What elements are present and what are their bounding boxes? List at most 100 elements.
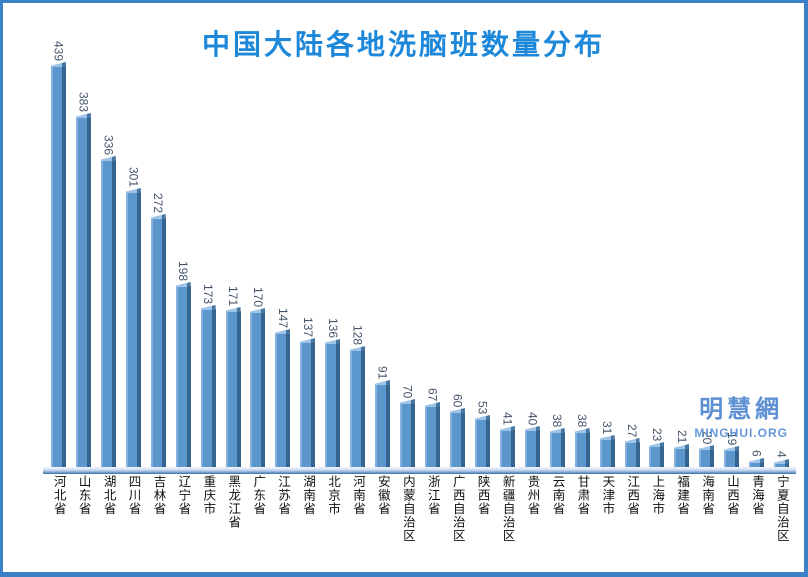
category-column: 广东省 [246, 475, 271, 516]
bar [300, 338, 316, 467]
category-label: 上海市 [650, 475, 665, 516]
category-label: 内蒙自治区 [400, 475, 415, 543]
bar-column: 6 [744, 31, 769, 467]
category-label: 浙江省 [425, 475, 440, 516]
bar-column: 40 [520, 31, 545, 467]
category-label: 湖南省 [301, 475, 316, 516]
bar [250, 308, 266, 467]
bar-column: 4 [769, 31, 794, 467]
bar [524, 426, 540, 467]
minghui-logo-cjk-text: 明慧網 [699, 396, 784, 423]
category-label: 广西自治区 [450, 475, 465, 543]
bar-column: 38 [545, 31, 570, 467]
bar-top-bevel [75, 113, 91, 118]
bar [474, 415, 490, 467]
bar-top-bevel [250, 308, 266, 313]
category-column: 北京市 [320, 475, 345, 516]
bar-value-label: 53 [475, 400, 490, 414]
bar-column: 147 [270, 31, 295, 467]
bar [774, 459, 790, 467]
bar [425, 402, 441, 467]
bar-value-label: 136 [325, 317, 340, 338]
bar-column: 60 [445, 31, 470, 467]
category-label: 贵州省 [525, 475, 540, 516]
bar-value-label: 67 [425, 387, 440, 401]
category-column: 吉林省 [146, 475, 171, 516]
category-column: 天津市 [595, 475, 620, 516]
bar [599, 435, 615, 467]
bar-value-label: 27 [625, 423, 640, 437]
bar-top-bevel [674, 444, 690, 449]
bar-value-label: 301 [126, 166, 141, 187]
category-label: 黑龙江省 [226, 475, 241, 529]
category-label: 江苏省 [276, 475, 291, 516]
bar-column: 171 [221, 31, 246, 467]
category-column: 上海市 [645, 475, 670, 516]
category-label: 安徽省 [375, 475, 390, 516]
bar-column: 27 [620, 31, 645, 467]
category-label: 广东省 [251, 475, 266, 516]
bar [125, 188, 141, 467]
bar-value-label: 21 [674, 429, 689, 443]
bar-value-label: 40 [525, 411, 540, 425]
bar-top-bevel [449, 408, 465, 413]
category-column: 新疆自治区 [495, 475, 520, 543]
bar-top-bevel [325, 339, 341, 344]
category-column: 贵州省 [520, 475, 545, 516]
bar-column: 383 [71, 31, 96, 467]
bar-top-bevel [624, 438, 640, 443]
bar-value-label: 91 [375, 365, 390, 379]
category-axis: 河北省 山东省 湖北省 四川省 吉林省 辽宁省 重庆市 黑龙江省 广东省 江苏省 湖南省 北京市 河南省… [46, 475, 794, 543]
bar-column: 21 [669, 31, 694, 467]
bar [400, 399, 416, 467]
bar-top-bevel [225, 307, 241, 312]
bar-top-bevel [524, 426, 540, 431]
bar-top-bevel [549, 428, 565, 433]
category-column: 河北省 [46, 475, 71, 516]
bar [574, 428, 590, 467]
bar [375, 380, 391, 467]
category-column: 内蒙自治区 [395, 475, 420, 543]
bar [325, 339, 341, 467]
bar [699, 445, 715, 467]
bar-column: 336 [96, 31, 121, 467]
bar-column: 128 [345, 31, 370, 467]
category-label: 甘肃省 [575, 475, 590, 516]
bar [175, 282, 191, 467]
bar-top-bevel [100, 156, 116, 161]
bar [100, 156, 116, 467]
bar-value-label: 173 [201, 283, 216, 304]
minghui-logo-latin-text: MINGHUI.ORG [694, 426, 788, 440]
bar-value-label: 171 [226, 285, 241, 306]
bar-column: 198 [171, 31, 196, 467]
bar [50, 62, 66, 467]
bar-column: 272 [146, 31, 171, 467]
category-column: 河南省 [345, 475, 370, 516]
bar [275, 329, 291, 467]
bar-column: 137 [295, 31, 320, 467]
bar-top-bevel [425, 402, 441, 407]
bar-value-label: 147 [275, 307, 290, 328]
category-column: 湖南省 [295, 475, 320, 516]
bar-value-label: 41 [500, 411, 515, 425]
bar-top-bevel [150, 214, 166, 219]
category-label: 山东省 [76, 475, 91, 516]
bar [674, 444, 690, 467]
bar [724, 446, 740, 467]
category-label: 湖北省 [101, 475, 116, 516]
bar-column: 301 [121, 31, 146, 467]
bar-top-bevel [375, 380, 391, 385]
bar-value-label: 439 [51, 40, 66, 61]
bar-value-label: 38 [575, 413, 590, 427]
category-column: 广西自治区 [445, 475, 470, 543]
category-label: 重庆市 [201, 475, 216, 516]
bar-value-label: 336 [101, 134, 116, 155]
category-column: 浙江省 [420, 475, 445, 516]
bar-value-label: 20 [699, 430, 714, 444]
category-column: 青海省 [744, 475, 769, 516]
bar-column: 38 [570, 31, 595, 467]
chart-title: 中国大陆各地洗脑班数量分布 [201, 29, 605, 60]
bar [549, 428, 565, 467]
category-column: 江西省 [620, 475, 645, 516]
